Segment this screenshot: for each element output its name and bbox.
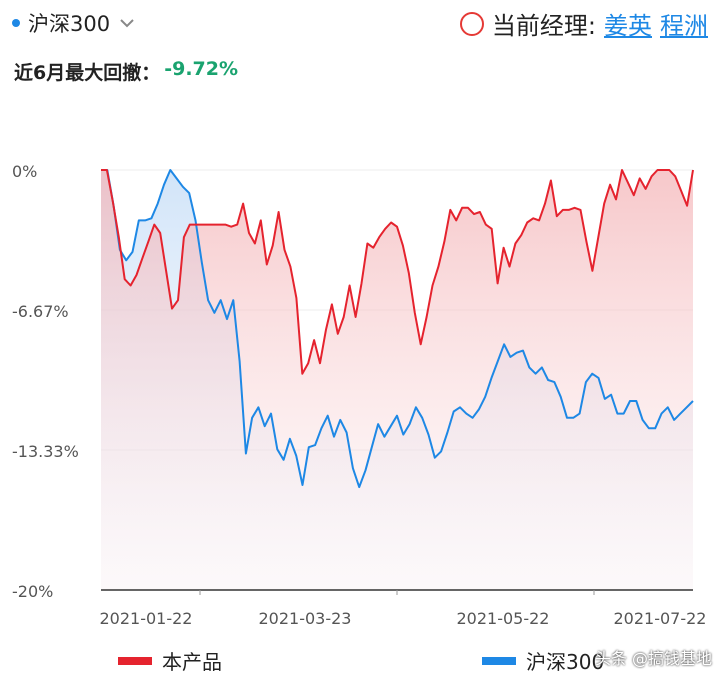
x-tick-label: 2021-07-22 — [614, 609, 707, 628]
y-tick-label: -20% — [12, 582, 53, 601]
benchmark-dot-icon — [12, 19, 20, 27]
x-tick-label: 2021-05-22 — [457, 609, 550, 628]
y-tick-label: 0% — [12, 162, 37, 181]
x-tick-label: 2021-01-22 — [100, 609, 193, 628]
header-row: 沪深300 当前经理: 姜英 程洲 — [0, 6, 726, 42]
x-tick-label: 2021-03-23 — [259, 609, 352, 628]
manager-link-2[interactable]: 程洲 — [660, 12, 708, 40]
manager-link-1[interactable]: 姜英 — [604, 12, 652, 40]
legend-benchmark: 沪深300 — [482, 646, 604, 675]
area-product — [101, 170, 693, 590]
legend-swatch-benchmark — [482, 656, 516, 665]
y-tick-label: -6.67% — [12, 302, 69, 321]
watermark: 头条 @搞钱基地 — [594, 649, 712, 668]
legend-swatch-product — [118, 656, 152, 665]
y-tick-label: -13.33% — [12, 442, 79, 461]
benchmark-selector[interactable]: 沪深300 — [12, 8, 136, 38]
legend-label-product: 本产品 — [162, 650, 222, 674]
line-product — [101, 169, 694, 375]
chevron-down-icon — [120, 19, 134, 28]
max-drawdown: 近6月最大回撤： -9.72% — [14, 58, 238, 85]
manager-info: 当前经理: 姜英 程洲 — [459, 6, 708, 41]
manager-prefix: 当前经理: — [491, 12, 596, 40]
line-benchmark — [101, 169, 694, 489]
legend-label-benchmark: 沪深300 — [526, 650, 605, 674]
drawdown-label: 近6月最大回撤： — [14, 62, 161, 84]
legend-product: 本产品 — [118, 646, 222, 675]
circle-icon — [459, 11, 484, 36]
drawdown-value: -9.72% — [164, 58, 239, 80]
benchmark-label: 沪深300 — [28, 12, 111, 36]
